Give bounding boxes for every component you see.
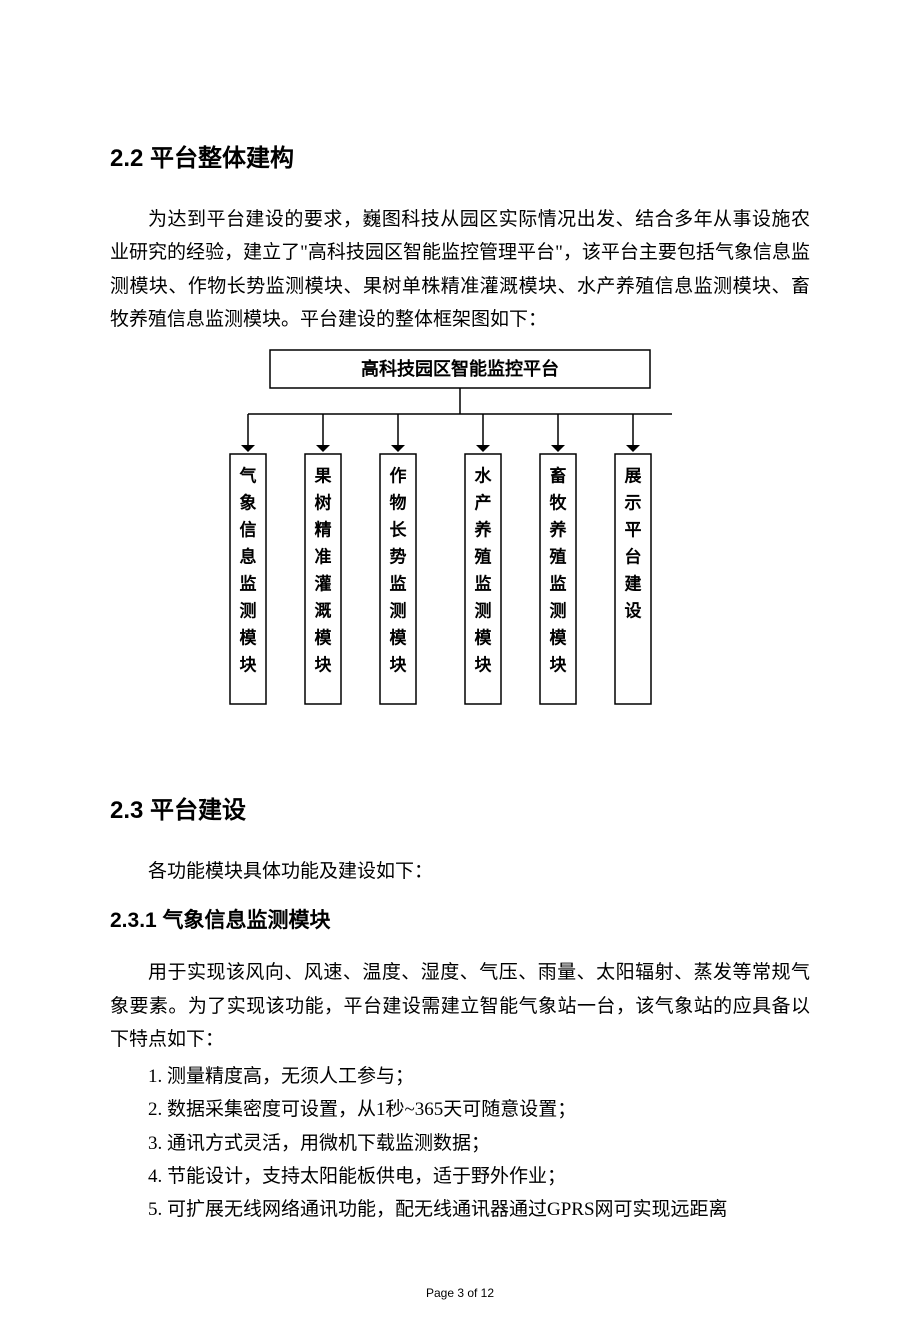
svg-text:测: 测 bbox=[240, 601, 257, 621]
svg-text:模: 模 bbox=[240, 628, 258, 648]
svg-text:准: 准 bbox=[315, 548, 332, 567]
paragraph-2-2: 为达到平台建设的要求，巍图科技从园区实际情况出发、结合多年从事设施农业研究的经验… bbox=[110, 203, 810, 336]
svg-text:监: 监 bbox=[475, 574, 492, 594]
svg-text:树: 树 bbox=[315, 494, 332, 513]
svg-text:畜: 畜 bbox=[550, 466, 567, 486]
svg-text:模: 模 bbox=[315, 628, 333, 648]
svg-text:果: 果 bbox=[315, 467, 332, 486]
svg-text:灌: 灌 bbox=[315, 575, 332, 594]
svg-text:监: 监 bbox=[390, 574, 407, 594]
paragraph-2-3-intro: 各功能模块具体功能及建设如下： bbox=[110, 855, 810, 888]
svg-text:作: 作 bbox=[390, 466, 407, 486]
svg-text:块: 块 bbox=[315, 656, 333, 675]
feature-item: 5. 可扩展无线网络通讯功能，配无线通讯器通过GPRS网可实现远距离 bbox=[110, 1193, 810, 1226]
svg-text:块: 块 bbox=[240, 656, 258, 675]
svg-text:养: 养 bbox=[474, 520, 493, 540]
svg-text:建: 建 bbox=[625, 574, 642, 594]
svg-text:平: 平 bbox=[625, 521, 642, 540]
feature-item: 2. 数据采集密度可设置，从1秒~365天可随意设置； bbox=[110, 1093, 810, 1126]
page-footer: Page 3 of 12 bbox=[110, 1286, 810, 1300]
svg-text:殖: 殖 bbox=[550, 547, 567, 567]
svg-text:殖: 殖 bbox=[475, 547, 492, 567]
svg-text:展: 展 bbox=[625, 467, 642, 486]
svg-text:模: 模 bbox=[390, 628, 408, 648]
svg-text:养: 养 bbox=[549, 520, 568, 540]
svg-text:物: 物 bbox=[390, 493, 407, 513]
svg-text:台: 台 bbox=[625, 547, 642, 567]
svg-text:溉: 溉 bbox=[315, 601, 332, 621]
svg-text:设: 设 bbox=[625, 602, 642, 621]
architecture-diagram: 高科技园区智能监控平台气象信息监测模块果树精准灌溉模块作物长势监测模块水产养殖监… bbox=[210, 344, 710, 724]
svg-text:信: 信 bbox=[240, 520, 257, 540]
feature-list: 1. 测量精度高，无须人工参与；2. 数据采集密度可设置，从1秒~365天可随意… bbox=[110, 1060, 810, 1226]
document-page: 2.2 平台整体建构 为达到平台建设的要求，巍图科技从园区实际情况出发、结合多年… bbox=[0, 0, 920, 1340]
heading-2-2: 2.2 平台整体建构 bbox=[110, 138, 810, 173]
svg-text:气: 气 bbox=[239, 466, 257, 486]
svg-text:测: 测 bbox=[390, 601, 407, 621]
svg-text:监: 监 bbox=[550, 574, 567, 594]
svg-text:牧: 牧 bbox=[550, 493, 568, 513]
svg-text:块: 块 bbox=[390, 656, 408, 675]
svg-text:产: 产 bbox=[475, 493, 492, 513]
feature-item: 4. 节能设计，支持太阳能板供电，适于野外作业； bbox=[110, 1160, 810, 1193]
heading-2-3-1: 2.3.1 气象信息监测模块 bbox=[110, 904, 810, 934]
svg-text:势: 势 bbox=[390, 547, 407, 567]
feature-item: 1. 测量精度高，无须人工参与； bbox=[110, 1060, 810, 1093]
svg-text:测: 测 bbox=[475, 601, 492, 621]
svg-text:测: 测 bbox=[550, 601, 567, 621]
svg-text:示: 示 bbox=[625, 494, 642, 513]
svg-text:监: 监 bbox=[240, 574, 257, 594]
svg-text:模: 模 bbox=[475, 628, 493, 648]
svg-text:块: 块 bbox=[475, 656, 493, 675]
svg-text:水: 水 bbox=[475, 466, 493, 486]
paragraph-2-3-1: 用于实现该风向、风速、温度、湿度、气压、雨量、太阳辐射、蒸发等常规气象要素。为了… bbox=[110, 956, 810, 1056]
svg-text:长: 长 bbox=[390, 520, 408, 540]
svg-text:精: 精 bbox=[315, 520, 332, 540]
svg-text:模: 模 bbox=[550, 628, 568, 648]
svg-text:象: 象 bbox=[240, 493, 257, 513]
tree-diagram-svg: 高科技园区智能监控平台气象信息监测模块果树精准灌溉模块作物长势监测模块水产养殖监… bbox=[210, 344, 710, 724]
svg-text:高科技园区智能监控平台: 高科技园区智能监控平台 bbox=[361, 358, 559, 379]
heading-2-3: 2.3 平台建设 bbox=[110, 790, 810, 825]
feature-item: 3. 通讯方式灵活，用微机下载监测数据； bbox=[110, 1127, 810, 1160]
svg-text:块: 块 bbox=[550, 656, 568, 675]
svg-text:息: 息 bbox=[240, 547, 257, 567]
